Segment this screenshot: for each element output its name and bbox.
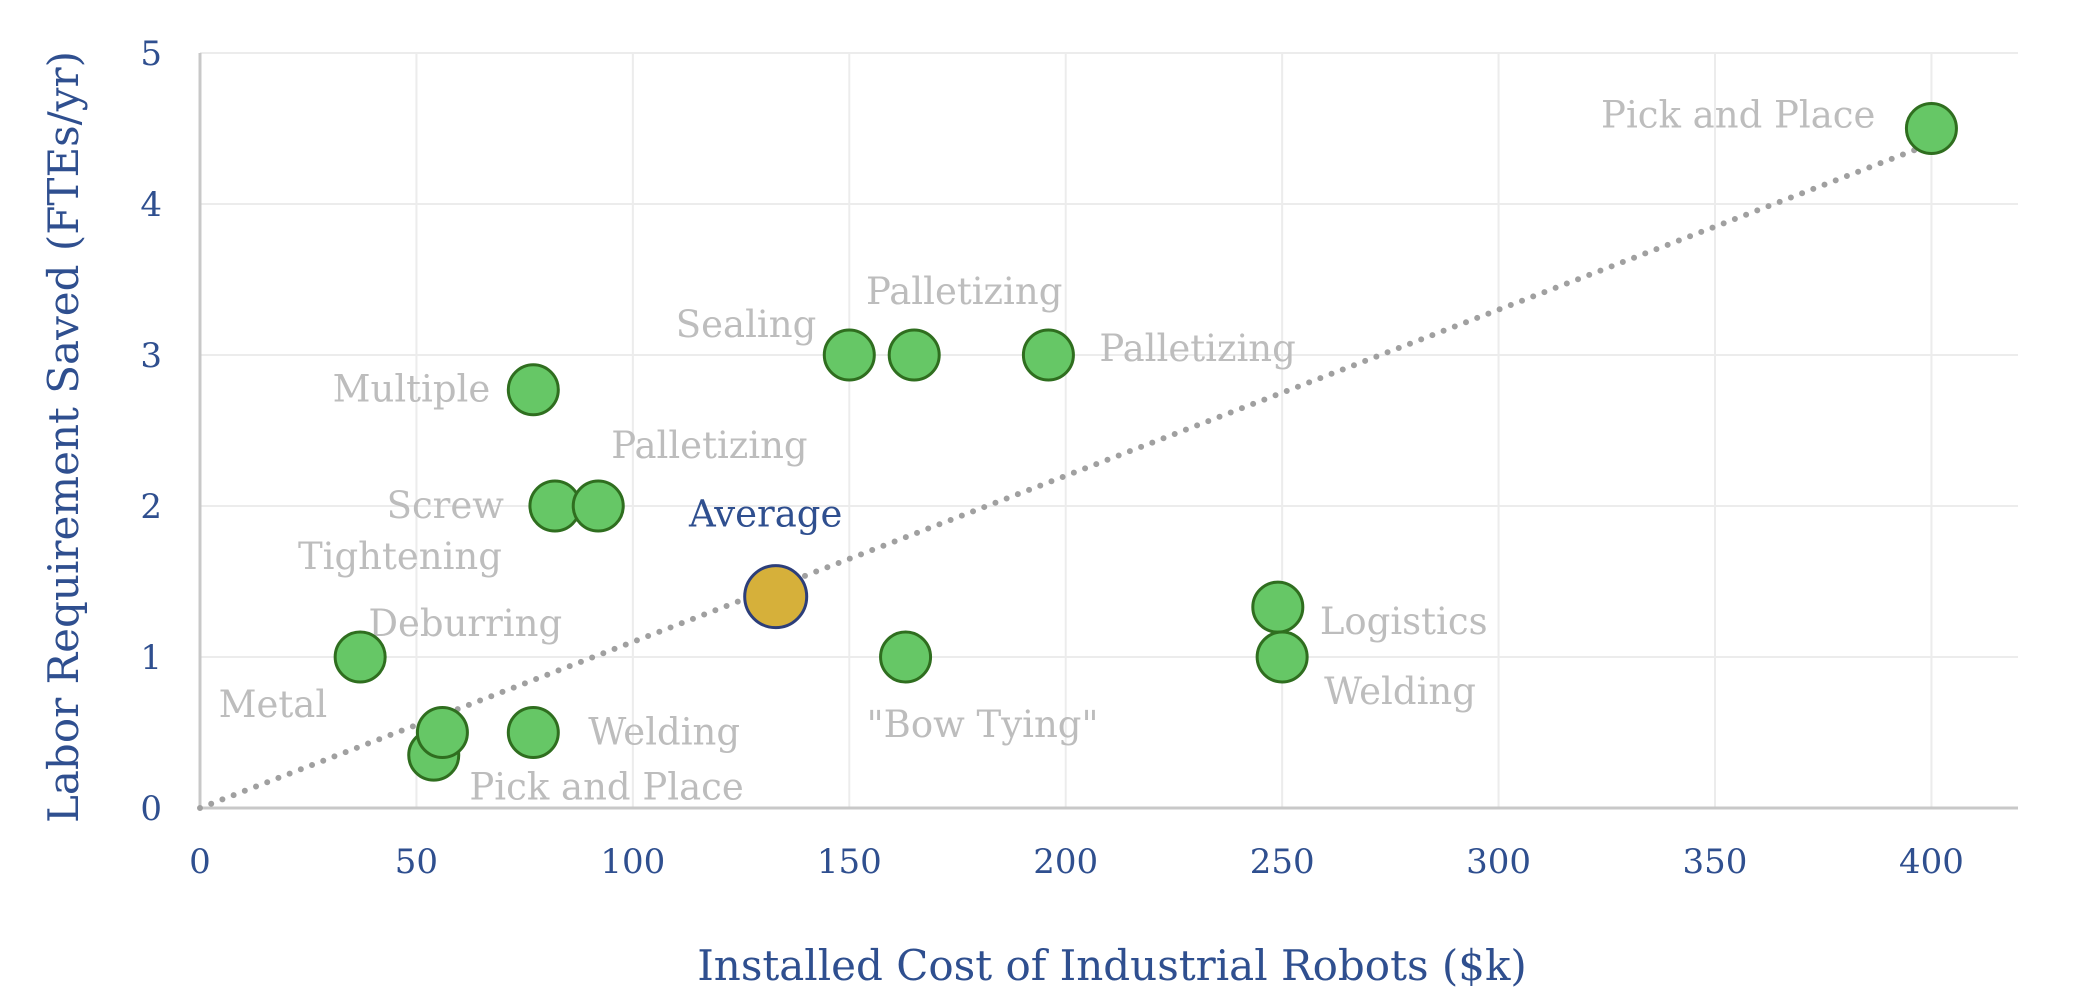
data-label: Screw Tightening	[298, 484, 504, 578]
x-tick-label: 100	[600, 842, 665, 882]
data-label-line: Tightening	[298, 535, 502, 578]
x-tick-label: 50	[395, 842, 438, 882]
y-tick-label: 3	[140, 336, 162, 376]
average-label: Average	[688, 493, 842, 536]
data-label: Multiple	[333, 368, 491, 411]
data-point	[333, 630, 387, 684]
x-tick-label: 250	[1250, 842, 1315, 882]
point-layer	[333, 102, 1958, 782]
data-label-line: Metal	[219, 683, 328, 726]
data-label: Logistics	[1320, 600, 1488, 643]
data-point	[887, 328, 941, 382]
data-point	[879, 630, 933, 684]
data-point	[822, 328, 876, 382]
data-label: Pick and Place	[469, 766, 743, 809]
data-point	[506, 363, 560, 417]
x-tick-label: 150	[817, 842, 882, 882]
axis-layer: 0 50 100 150 200 250 300 350 400 0 1 2 3 4 5	[140, 34, 2018, 882]
y-tick-label: 5	[140, 34, 162, 74]
x-tick-label: 0	[189, 842, 211, 882]
data-point	[1021, 328, 1075, 382]
data-label: Metal Deburring	[219, 602, 563, 726]
x-axis-title: Installed Cost of Industrial Robots ($k)	[697, 941, 1527, 990]
data-label-line: Deburring	[368, 602, 562, 645]
data-label: Welding	[588, 711, 740, 754]
x-tick-label: 350	[1683, 842, 1748, 882]
data-label: "Bow Tying"	[867, 703, 1099, 746]
y-tick-label: 1	[140, 638, 162, 678]
data-point	[1251, 580, 1305, 634]
y-tick-label: 0	[140, 789, 162, 829]
data-label-line: Screw	[387, 484, 505, 527]
data-label: Pick and Place	[1601, 94, 1875, 137]
data-point	[506, 706, 560, 759]
data-point	[1255, 630, 1309, 684]
y-axis-title: Labor Requirement Saved (FTEs/yr)	[39, 51, 88, 823]
x-tick-label: 200	[1033, 842, 1098, 882]
label-layer: Metal Deburring Pick and Place Welding Multi…	[219, 94, 1876, 809]
data-label: Welding	[1324, 670, 1476, 713]
trend-layer	[197, 140, 1935, 811]
data-point	[415, 706, 469, 759]
x-tick-label: 300	[1466, 842, 1531, 882]
data-label: Sealing	[676, 303, 816, 346]
data-label: Palletizing	[611, 424, 807, 467]
y-tick-label: 2	[140, 487, 162, 527]
x-tick-label: 400	[1899, 842, 1964, 882]
data-point	[571, 479, 625, 533]
data-point	[1904, 102, 1958, 155]
grid-layer	[200, 52, 2018, 808]
data-label: Palletizing	[866, 270, 1062, 313]
average-point	[743, 564, 809, 630]
data-label: Palletizing	[1099, 327, 1295, 370]
y-tick-label: 4	[140, 185, 162, 225]
trendline	[197, 140, 1935, 811]
